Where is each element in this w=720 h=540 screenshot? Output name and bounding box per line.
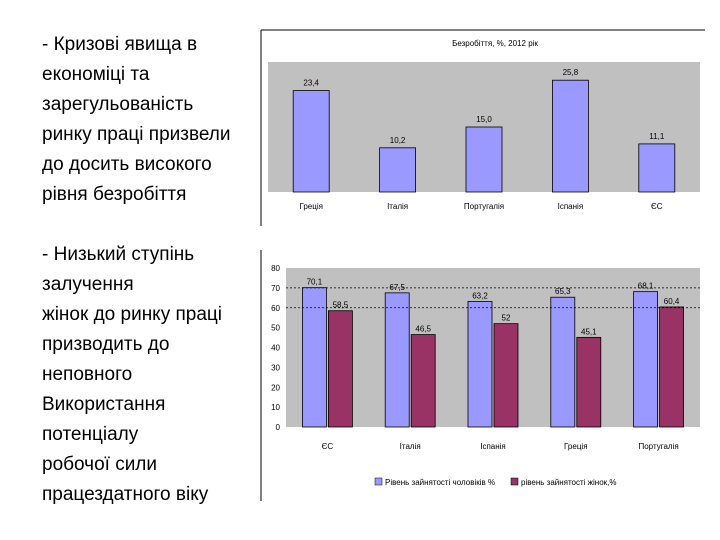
y-tick-label: 10 — [271, 403, 280, 412]
data-label: 11,1 — [649, 132, 665, 141]
spacer — [42, 210, 257, 240]
category-label: Іспанія — [480, 442, 506, 451]
data-label: 68,1 — [638, 282, 654, 291]
data-label: 67,5 — [389, 283, 405, 292]
text-line: ринку праці призвели — [42, 124, 231, 145]
bar-Греція — [292, 90, 330, 193]
unemployment-chart: Безробіття, %, 2012 рік 23,4 Греція 10,2 Іта… — [260, 29, 705, 226]
text-line: - Кризові явища в — [42, 34, 198, 55]
bar-series1-Португалія — [633, 291, 659, 428]
legend-swatch — [374, 477, 383, 486]
plot-area — [286, 268, 700, 427]
data-label: 15,0 — [476, 115, 492, 124]
bar-series2-Португалія — [659, 306, 685, 428]
text-line: зарегульованість — [42, 94, 194, 115]
data-label: 25,8 — [563, 68, 579, 77]
text-line: жінок до ринку праці — [42, 304, 223, 325]
text-line: економіці та — [42, 64, 150, 85]
bar-series2-Греція — [576, 336, 602, 428]
data-label: 10,2 — [390, 136, 406, 145]
data-label: 70,1 — [307, 278, 323, 287]
data-label: 52 — [502, 314, 511, 323]
bar-series1-Італія — [384, 292, 410, 428]
legend-label: рівень зайнятості жінок,% — [521, 478, 617, 487]
data-label: 60,4 — [664, 297, 680, 306]
employment-chart: 0 10 20 30 40 50 60 70 80 70,1 58,5 ЄС 67,5 46,5 Італі… — [260, 250, 700, 501]
category-label: ЄС — [322, 442, 334, 451]
data-label: 23,4 — [303, 79, 319, 88]
bar-series1-Іспанія — [467, 300, 493, 428]
data-label: 58,5 — [333, 301, 349, 310]
category-label: Іспанія — [558, 202, 584, 211]
category-label: Португалія — [638, 442, 678, 451]
data-label: 65,3 — [555, 287, 571, 296]
bar-series2-ЄС — [328, 310, 353, 428]
text-line: потенціалу — [42, 424, 139, 445]
text-line: рівня безробіття — [42, 184, 187, 205]
category-label: ЄС — [651, 202, 663, 211]
bar-series1-Греція — [550, 296, 576, 428]
slide-text: - Кризові явища в економіці та зарегульо… — [42, 30, 257, 510]
text-line: Використання — [42, 394, 166, 415]
text-line: робочої сили — [42, 454, 158, 475]
chart-title: Безробіття, %, 2012 рік — [452, 39, 538, 48]
y-tick-label: 80 — [271, 264, 280, 273]
y-tick-label: 60 — [271, 304, 280, 313]
text-line: залучення — [42, 274, 134, 295]
bar-series2-Іспанія — [493, 323, 519, 428]
data-label: 63,2 — [472, 291, 488, 300]
text-line: до досить високого — [42, 154, 212, 175]
legend-swatch — [510, 477, 519, 486]
bar-ЄС — [638, 143, 676, 193]
text-line: неповного — [42, 364, 133, 385]
y-tick-label: 70 — [271, 284, 280, 293]
legend-label: Рівень зайнятості чоловіків % — [385, 478, 495, 487]
bar-Португалія — [465, 126, 503, 193]
category-label: Італія — [387, 202, 408, 211]
y-tick-label: 30 — [271, 363, 280, 372]
category-label: Португалія — [464, 202, 504, 211]
y-tick-label: 40 — [271, 344, 280, 353]
category-label: Греція — [564, 442, 587, 451]
text-line: призводить до — [42, 334, 170, 355]
text-line: - Низький ступінь — [42, 244, 195, 265]
y-tick-label: 20 — [271, 383, 280, 392]
category-label: Греція — [299, 202, 322, 211]
data-label: 45,1 — [581, 327, 597, 336]
y-tick-label: 0 — [276, 423, 281, 432]
bar-series2-Італія — [410, 334, 436, 428]
data-label: 46,5 — [415, 325, 431, 334]
bar-Іспанія — [551, 79, 589, 193]
bar-series1-ЄС — [302, 287, 327, 428]
text-line: працездатного віку — [42, 484, 209, 505]
bar-Італія — [379, 147, 416, 193]
y-tick-label: 50 — [271, 324, 280, 333]
category-label: Італія — [400, 442, 421, 451]
